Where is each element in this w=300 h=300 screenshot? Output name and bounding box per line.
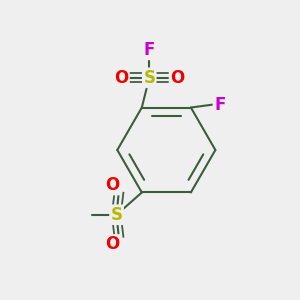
Text: O: O [170, 69, 184, 87]
Text: O: O [105, 236, 119, 253]
Text: O: O [105, 176, 119, 194]
Text: S: S [143, 69, 155, 87]
Text: F: F [144, 41, 155, 59]
Text: O: O [114, 69, 128, 87]
Text: F: F [214, 96, 225, 114]
Text: S: S [111, 206, 123, 224]
